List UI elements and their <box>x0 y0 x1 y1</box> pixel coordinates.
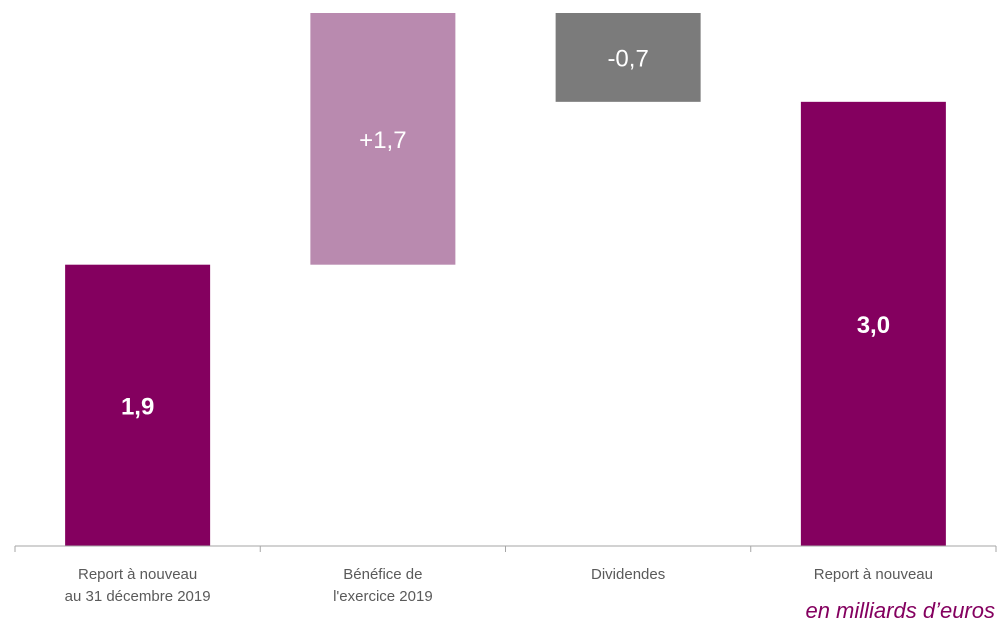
bar-3 <box>555 13 701 102</box>
bar-4 <box>800 101 946 546</box>
bar-label-3: -0,7 <box>607 45 648 72</box>
category-label-4: Report à nouveau <box>814 566 933 583</box>
bar-1 <box>65 264 211 546</box>
category-label-line: Report à nouveau <box>814 566 933 583</box>
category-label-line: Dividendes <box>591 566 665 583</box>
bar-label-4: 3,0 <box>857 312 890 339</box>
category-label-line: l'exercice 2019 <box>333 588 433 605</box>
category-label-3: Dividendes <box>591 566 665 583</box>
category-label-1: Report à nouveau au 31 décembre 2019 <box>65 566 211 605</box>
bar-label-2: +1,7 <box>359 127 406 154</box>
category-label-line: Report à nouveau <box>78 566 197 583</box>
category-label-2: Bénéfice de l'exercice 2019 <box>333 566 433 605</box>
bar-2 <box>310 13 456 265</box>
bar-label-1: 1,9 <box>121 393 154 420</box>
unit-note: en milliards d’euros <box>805 598 995 623</box>
category-label-line: Bénéfice de <box>343 566 422 583</box>
category-label-line: au 31 décembre 2019 <box>65 588 211 605</box>
